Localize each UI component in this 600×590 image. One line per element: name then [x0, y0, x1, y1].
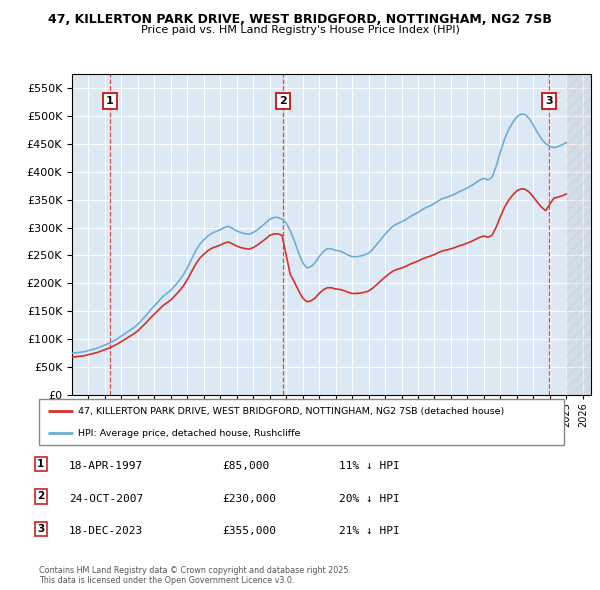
Text: 2: 2 [279, 96, 287, 106]
Text: 47, KILLERTON PARK DRIVE, WEST BRIDGFORD, NOTTINGHAM, NG2 7SB: 47, KILLERTON PARK DRIVE, WEST BRIDGFORD… [48, 13, 552, 26]
Text: £85,000: £85,000 [222, 461, 269, 471]
FancyBboxPatch shape [39, 399, 564, 445]
Text: 18-APR-1997: 18-APR-1997 [69, 461, 143, 471]
Text: Price paid vs. HM Land Registry's House Price Index (HPI): Price paid vs. HM Land Registry's House … [140, 25, 460, 35]
Text: Contains HM Land Registry data © Crown copyright and database right 2025.
This d: Contains HM Land Registry data © Crown c… [39, 566, 351, 585]
Text: £355,000: £355,000 [222, 526, 276, 536]
Text: 47, KILLERTON PARK DRIVE, WEST BRIDGFORD, NOTTINGHAM, NG2 7SB (detached house): 47, KILLERTON PARK DRIVE, WEST BRIDGFORD… [79, 407, 505, 416]
Bar [566, 74, 591, 395]
Text: 1: 1 [37, 459, 44, 469]
Text: 3: 3 [545, 96, 553, 106]
Text: HPI: Average price, detached house, Rushcliffe: HPI: Average price, detached house, Rush… [79, 429, 301, 438]
Text: 21% ↓ HPI: 21% ↓ HPI [339, 526, 400, 536]
Text: 1: 1 [106, 96, 113, 106]
Text: £230,000: £230,000 [222, 494, 276, 504]
Text: 11% ↓ HPI: 11% ↓ HPI [339, 461, 400, 471]
Text: 24-OCT-2007: 24-OCT-2007 [69, 494, 143, 504]
Text: 3: 3 [37, 524, 44, 534]
Text: 18-DEC-2023: 18-DEC-2023 [69, 526, 143, 536]
Text: 2: 2 [37, 491, 44, 502]
Text: 20% ↓ HPI: 20% ↓ HPI [339, 494, 400, 504]
